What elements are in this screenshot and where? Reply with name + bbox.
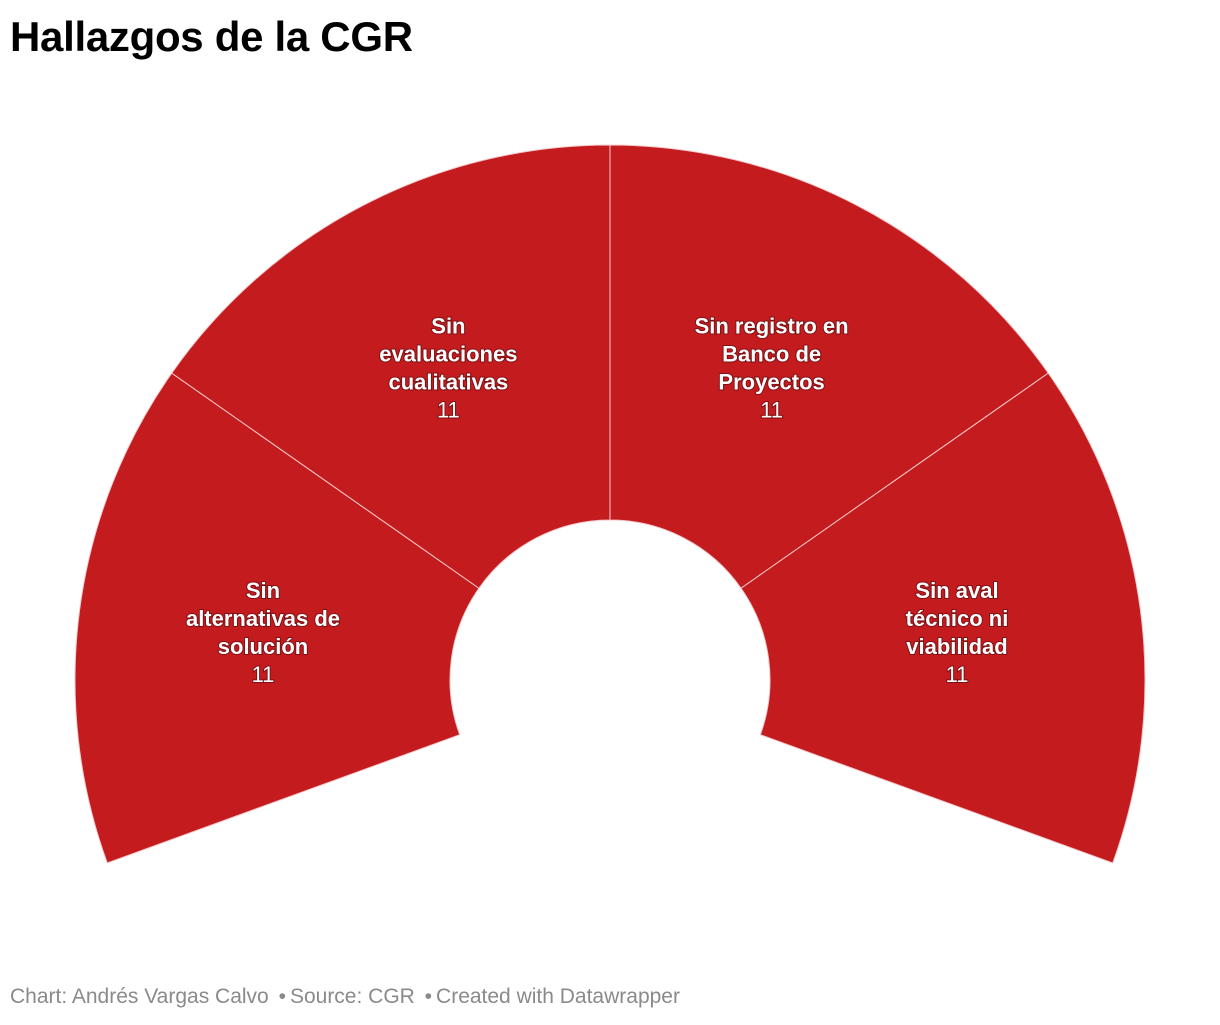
- chart-credit: Chart: Andrés Vargas Calvo: [10, 985, 269, 1008]
- slice-label-4: Sin aval técnico ni viabilidad 11: [905, 577, 1010, 688]
- pie-slice-4[interactable]: [740, 372, 1146, 864]
- slice-label-3: Sin registro en Banco de Proyectos 11: [694, 312, 850, 423]
- slice-label-2: Sin evaluaciones cualitativas 11: [378, 312, 518, 423]
- slice-name-label: Sin evaluaciones cualitativas: [379, 313, 517, 394]
- slice-name-label: Sin aval técnico ni viabilidad: [906, 578, 1009, 659]
- slice-label-1: Sin alternativas de solución 11: [185, 577, 341, 688]
- slices-layer: [74, 144, 1146, 864]
- footer-separator: •: [278, 985, 286, 1008]
- slice-value-label: 11: [946, 662, 969, 687]
- created-with: Created with Datawrapper: [436, 985, 680, 1008]
- pie-slice-3[interactable]: [609, 144, 1049, 589]
- slice-value-label: 11: [252, 662, 275, 687]
- slice-name-label: Sin alternativas de solución: [186, 578, 340, 659]
- slice-value-label: 11: [760, 397, 783, 422]
- chart-footer: Chart: Andrés Vargas Calvo • Source: CGR …: [10, 984, 680, 1010]
- pie-slice-2[interactable]: [171, 144, 611, 589]
- chart-source: Source: CGR: [289, 985, 415, 1008]
- slice-name-label: Sin registro en Banco de Proyectos: [695, 313, 849, 394]
- pie-slice-1[interactable]: [74, 372, 480, 864]
- footer-separator: •: [424, 985, 433, 1008]
- chart-title: Hallazgos de la CGR: [10, 13, 413, 60]
- slice-value-label: 11: [437, 397, 460, 422]
